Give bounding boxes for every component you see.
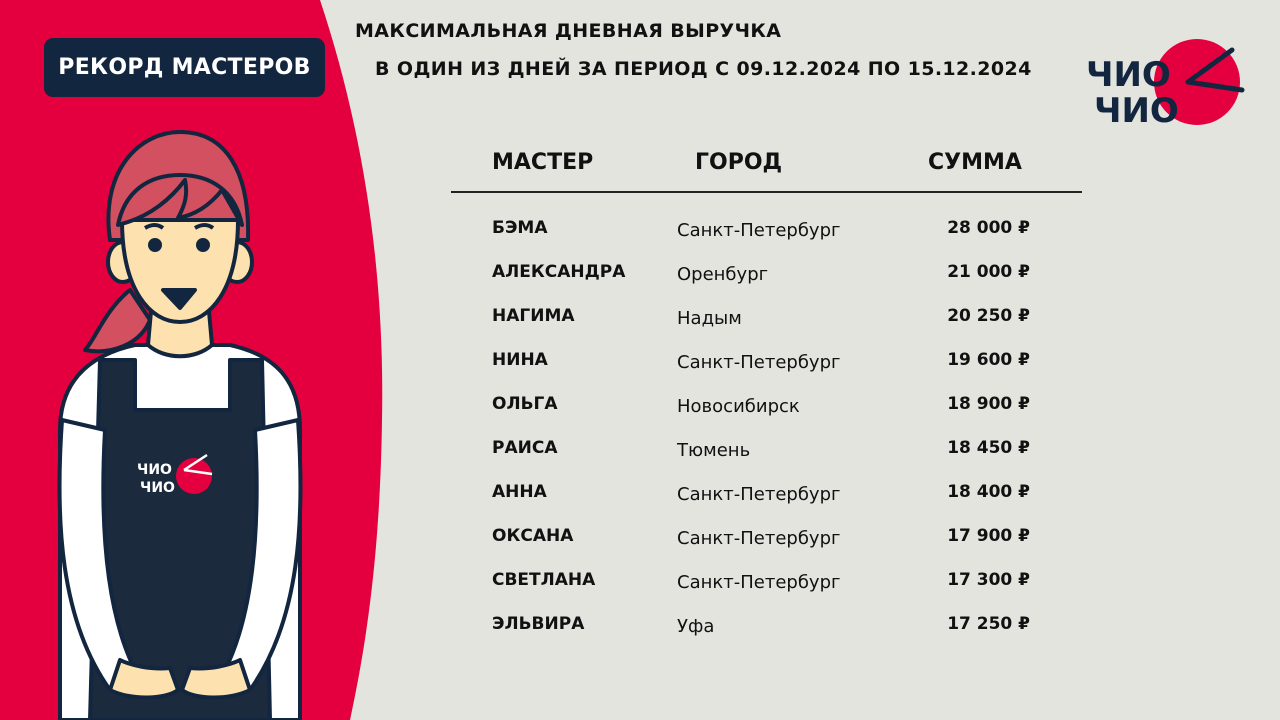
master-name: ОЛЬГА <box>492 394 558 414</box>
sum-value: 21 000 ₽ <box>947 262 1030 282</box>
master-name: НАГИМА <box>492 306 575 326</box>
header-sum: СУММА <box>928 150 1022 175</box>
table-row: РАИСА Тюмень 18 450 ₽ <box>0 438 1280 468</box>
city-name: Оренбург <box>677 264 769 285</box>
master-name: СВЕТЛАНА <box>492 570 596 590</box>
title-line-1: МАКСИМАЛЬНАЯ ДНЕВНАЯ ВЫРУЧКА <box>355 20 782 42</box>
svg-text:ЧИО: ЧИО <box>140 480 175 496</box>
master-name: АННА <box>492 482 547 502</box>
logo-text-1: ЧИО <box>1086 55 1171 95</box>
sum-value: 18 450 ₽ <box>947 438 1030 458</box>
header-master: МАСТЕР <box>492 150 594 175</box>
city-name: Санкт-Петербург <box>677 572 841 593</box>
city-name: Уфа <box>677 616 715 637</box>
table-row: НАГИМА Надым 20 250 ₽ <box>0 306 1280 336</box>
sum-value: 17 900 ₽ <box>947 526 1030 546</box>
table-row: АЛЕКСАНДРА Оренбург 21 000 ₽ <box>0 262 1280 292</box>
header-city: ГОРОД <box>695 150 783 175</box>
sum-value: 17 300 ₽ <box>947 570 1030 590</box>
master-name: РАИСА <box>492 438 558 458</box>
sum-value: 18 900 ₽ <box>947 394 1030 414</box>
chio-chio-logo: ЧИО ЧИО <box>1086 39 1245 130</box>
master-name: БЭМА <box>492 218 548 238</box>
table-row: ОКСАНА Санкт-Петербург 17 900 ₽ <box>0 526 1280 556</box>
sum-value: 18 400 ₽ <box>947 482 1030 502</box>
sum-value: 17 250 ₽ <box>947 614 1030 634</box>
master-name: НИНА <box>492 350 548 370</box>
city-name: Тюмень <box>677 440 751 461</box>
sum-value: 20 250 ₽ <box>947 306 1030 326</box>
apron-logo: ЧИО ЧИО <box>137 453 213 496</box>
table-row: СВЕТЛАНА Санкт-Петербург 17 300 ₽ <box>0 570 1280 600</box>
character-illustration <box>57 130 303 720</box>
city-name: Санкт-Петербург <box>677 528 841 549</box>
table-row: НИНА Санкт-Петербург 19 600 ₽ <box>0 350 1280 380</box>
city-name: Санкт-Петербург <box>677 352 841 373</box>
city-name: Новосибирск <box>677 396 800 417</box>
apron-logo-text: ЧИО <box>137 462 172 478</box>
table-row: БЭМА Санкт-Петербург 28 000 ₽ <box>0 218 1280 248</box>
city-name: Надым <box>677 308 742 329</box>
master-name: АЛЕКСАНДРА <box>492 262 626 282</box>
header-divider <box>451 191 1082 193</box>
table-row: АННА Санкт-Петербург 18 400 ₽ <box>0 482 1280 512</box>
city-name: Санкт-Петербург <box>677 220 841 241</box>
sum-value: 28 000 ₽ <box>947 218 1030 238</box>
logo-text-2: ЧИО <box>1094 91 1179 130</box>
city-name: Санкт-Петербург <box>677 484 841 505</box>
title-line-2: В ОДИН ИЗ ДНЕЙ ЗА ПЕРИОД С 09.12.2024 ПО… <box>375 58 1032 80</box>
master-name: ЭЛЬВИРА <box>492 614 585 634</box>
master-name: ОКСАНА <box>492 526 574 546</box>
table-row: ОЛЬГА Новосибирск 18 900 ₽ <box>0 394 1280 424</box>
table-row: ЭЛЬВИРА Уфа 17 250 ₽ <box>0 614 1280 644</box>
sum-value: 19 600 ₽ <box>947 350 1030 370</box>
records-badge: РЕКОРД МАСТЕРОВ <box>44 38 325 97</box>
